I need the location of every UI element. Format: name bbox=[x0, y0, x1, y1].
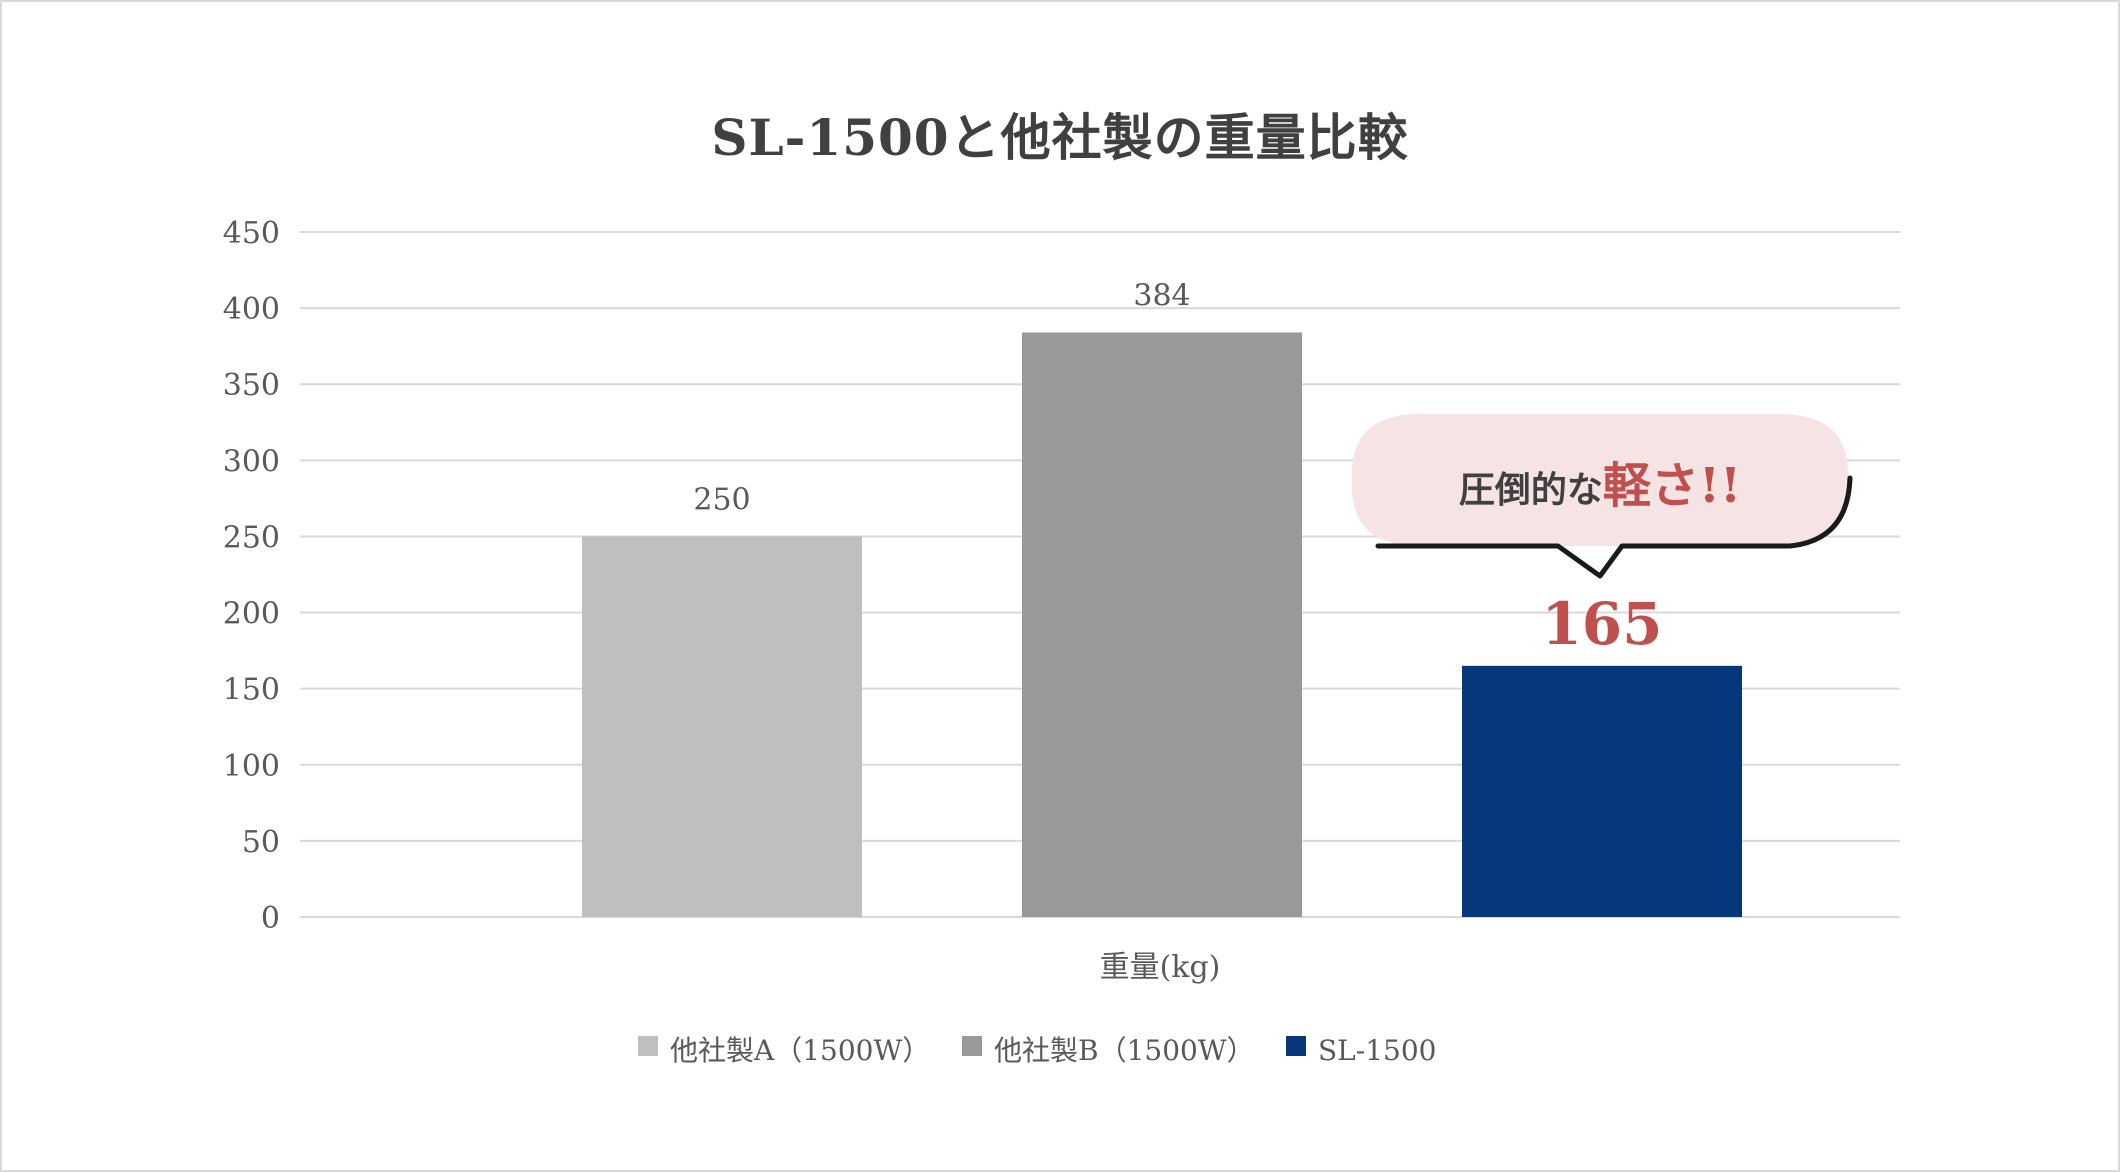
legend-label-2: 他社製B（1500W） bbox=[994, 1034, 1255, 1067]
callout-prefix: 圧倒的な bbox=[1459, 469, 1603, 511]
y-tick-label: 0 bbox=[261, 901, 280, 936]
y-tick-label: 450 bbox=[223, 216, 280, 251]
legend-label-1: 他社製A（1500W） bbox=[670, 1034, 930, 1067]
legend-label-3: SL-1500 bbox=[1318, 1034, 1437, 1067]
bar-1 bbox=[582, 536, 862, 917]
callout-emphasis: 軽さ!! bbox=[1603, 458, 1741, 514]
callout-text: 圧倒的な軽さ!! bbox=[1459, 458, 1741, 514]
y-tick-label: 300 bbox=[223, 444, 280, 479]
legend-swatch-1 bbox=[638, 1036, 658, 1056]
y-tick-label: 250 bbox=[223, 520, 280, 555]
y-tick-label: 200 bbox=[223, 597, 280, 632]
callout-bubble: 圧倒的な軽さ!! bbox=[1352, 414, 1853, 579]
y-tick-label: 150 bbox=[223, 673, 280, 708]
y-tick-label: 50 bbox=[242, 825, 280, 860]
bar-2 bbox=[1022, 332, 1302, 917]
data-label-3: 165 bbox=[1541, 590, 1662, 658]
data-label-2: 384 bbox=[1133, 278, 1190, 313]
data-labels: 250 384 165 bbox=[693, 278, 1662, 657]
bar-3 bbox=[1462, 665, 1742, 917]
y-axis-ticks: 0 50 100 150 200 250 300 350 400 450 bbox=[223, 216, 280, 936]
x-axis-label: 重量(kg) bbox=[1100, 950, 1221, 985]
chart-title: SL-1500と他社製の重量比較 bbox=[711, 108, 1408, 167]
bars bbox=[582, 332, 1742, 917]
callout-bubble-outline bbox=[1375, 475, 1853, 579]
callout-bubble-shape bbox=[1352, 414, 1848, 546]
legend: 他社製A（1500W） 他社製B（1500W） SL-1500 bbox=[638, 1034, 1437, 1067]
data-label-1: 250 bbox=[693, 482, 750, 517]
y-tick-label: 100 bbox=[223, 749, 280, 784]
y-tick-label: 400 bbox=[223, 292, 280, 327]
legend-swatch-2 bbox=[962, 1036, 982, 1056]
legend-swatch-3 bbox=[1286, 1036, 1306, 1056]
y-tick-label: 350 bbox=[223, 368, 280, 403]
